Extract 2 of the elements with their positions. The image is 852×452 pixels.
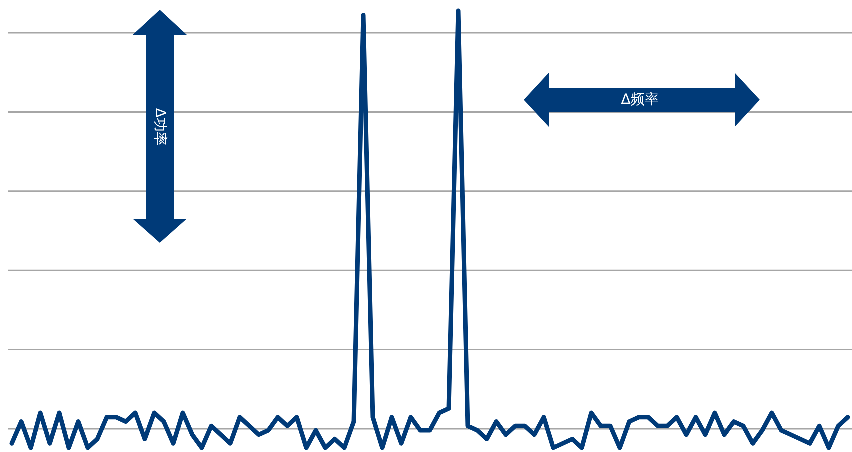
annotation: Δ功率 bbox=[152, 108, 168, 146]
annotation: Δ频率 bbox=[621, 92, 659, 108]
